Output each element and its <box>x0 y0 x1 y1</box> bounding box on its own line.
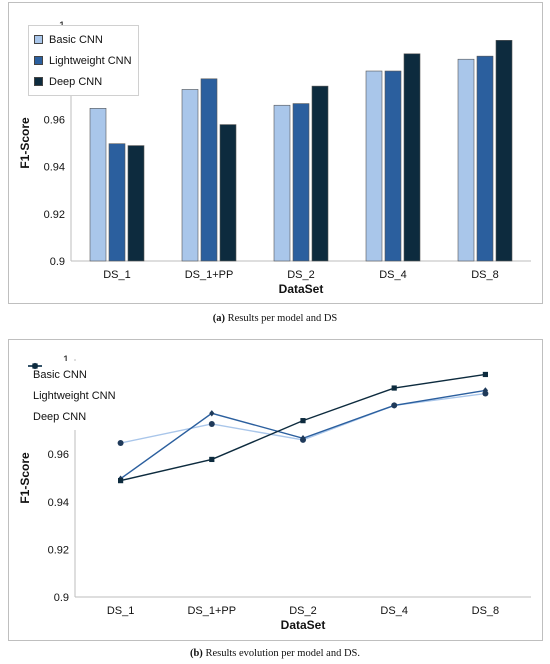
x-tick-label: DS_1+PP <box>187 605 236 617</box>
x-tick-label: DS_8 <box>472 605 500 617</box>
data-point <box>208 420 215 427</box>
data-point <box>118 478 124 484</box>
y-tick-label: 0.96 <box>44 114 65 126</box>
legend-swatch <box>34 35 43 44</box>
data-point <box>300 418 306 424</box>
y-tick-label: 0.92 <box>44 209 65 221</box>
data-point <box>482 387 488 394</box>
legend-label: Basic CNN <box>49 33 103 46</box>
x-tick-label: DS_4 <box>380 605 408 617</box>
series-line <box>120 389 486 480</box>
legend-label: Basic CNN <box>33 368 87 381</box>
data-point <box>391 402 397 409</box>
x-axis-title: DataSet <box>279 282 324 296</box>
legend-item: Deep CNN <box>34 71 132 92</box>
bar <box>181 89 199 262</box>
legend-item: Lightweight CNN <box>34 50 132 71</box>
bar <box>273 104 291 262</box>
data-point <box>209 456 215 463</box>
data-point <box>209 410 215 417</box>
x-tick-label: DS_2 <box>287 269 315 281</box>
x-axis-title: DataSet <box>281 618 326 632</box>
data-point <box>482 371 488 378</box>
legend-label: Lightweight CNN <box>49 54 132 67</box>
x-tick-label: DS_1+PP <box>185 269 234 281</box>
bar <box>495 40 513 262</box>
line-chart: 0.90.920.940.960.981DS_1DS_1+PPDS_2DS_4D… <box>18 354 531 632</box>
bar <box>365 70 383 262</box>
bar <box>219 124 237 262</box>
bar <box>292 103 310 262</box>
line-chart-panel: 0.90.920.940.960.981DS_1DS_1+PPDS_2DS_4D… <box>8 339 543 641</box>
bar <box>200 78 218 262</box>
caption-b-label: (b) <box>189 648 203 659</box>
line-chart-legend: Basic CNN Lightweight CNN Deep CNN <box>28 361 122 430</box>
y-tick-label: 0.96 <box>48 449 69 461</box>
y-axis-title: F1-Score <box>18 117 32 169</box>
bar-chart: 0.90.920.940.960.981DS_1DS_1+PPDS_2DS_4D… <box>18 20 531 296</box>
bar <box>403 53 421 262</box>
y-tick-label: 0.94 <box>44 162 65 174</box>
bar-chart-legend: Basic CNN Lightweight CNN Deep CNN <box>28 25 139 96</box>
x-tick-label: DS_8 <box>471 269 499 281</box>
y-tick-label: 0.94 <box>48 497 69 509</box>
legend-item: Lightweight CNN <box>28 362 116 406</box>
bar <box>127 145 145 262</box>
y-tick-label: 1 <box>63 354 69 366</box>
data-point <box>300 435 306 442</box>
x-tick-label: DS_4 <box>379 269 407 281</box>
bar <box>384 70 402 262</box>
x-tick-label: DS_1 <box>103 269 131 281</box>
caption-a-label: (a) <box>212 313 225 324</box>
bar <box>89 108 107 262</box>
legend-swatch <box>34 77 43 86</box>
data-point <box>117 440 124 447</box>
y-axis-title: F1-Score <box>18 452 32 504</box>
bar-chart-panel: 0.90.920.940.960.981DS_1DS_1+PPDS_2DS_4D… <box>8 2 543 304</box>
bar <box>311 85 329 262</box>
caption-a-text: Results per model and DS <box>224 313 338 324</box>
y-tick-label: 0.92 <box>48 544 69 556</box>
series-line <box>120 373 486 482</box>
legend-label: Lightweight CNN <box>33 389 116 402</box>
caption-b-text: Results evolution per model and DS. <box>202 648 361 659</box>
bar <box>108 143 126 262</box>
x-tick-label: DS_1 <box>107 605 135 617</box>
data-point <box>32 363 38 369</box>
legend-marker <box>28 363 42 369</box>
y-tick-label: 0.9 <box>54 592 69 604</box>
caption-a: (a) Results per model and DS <box>0 313 550 324</box>
legend-swatch <box>34 56 43 65</box>
bar <box>457 58 475 262</box>
legend-item: Basic CNN <box>34 29 132 50</box>
bar <box>476 55 494 262</box>
y-tick-label: 0.9 <box>50 256 65 268</box>
legend-item: Basic CNN <box>28 363 116 385</box>
legend-label: Deep CNN <box>33 410 87 423</box>
x-tick-label: DS_2 <box>289 605 317 617</box>
legend-item: Deep CNN <box>28 363 116 427</box>
legend-label: Deep CNN <box>49 75 103 88</box>
data-point <box>391 385 397 391</box>
caption-b: (b) Results evolution per model and DS. <box>0 648 550 659</box>
